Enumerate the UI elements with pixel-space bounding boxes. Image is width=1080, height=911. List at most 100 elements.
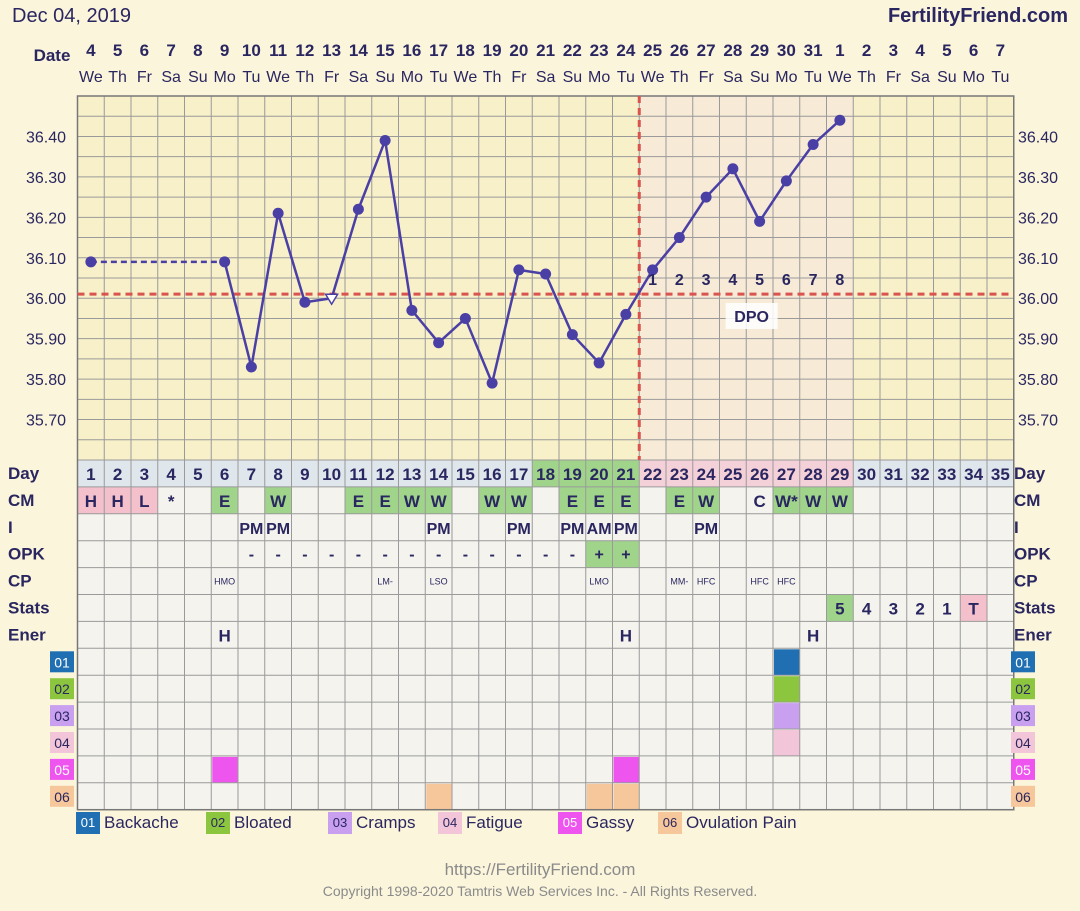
symptom-code-box-right <box>1011 732 1035 753</box>
chart-date: Dec 04, 2019 <box>12 5 131 27</box>
cervical-mucus-value: E <box>379 492 390 511</box>
day-cell-bg <box>211 460 238 487</box>
symptom-code-box-right <box>1011 758 1035 780</box>
temperature-point <box>566 329 578 341</box>
legend-code: 02 <box>206 812 230 834</box>
date-number: 5 <box>113 41 122 60</box>
weekday-label: Tu <box>804 69 822 86</box>
cycle-day-number: 24 <box>697 465 716 484</box>
temperature-point-open <box>324 293 339 306</box>
y-tick-label-right: 35.70 <box>1018 413 1058 430</box>
temperature-line <box>357 140 387 210</box>
temperature-point <box>754 215 766 227</box>
temperature-point <box>620 308 632 320</box>
temperature-line <box>812 119 841 146</box>
temperature-line <box>437 317 467 344</box>
legend-code: 05 <box>558 812 582 834</box>
dpo-number: 3 <box>702 272 711 289</box>
footer-url[interactable]: https://FertilityFriend.com <box>444 860 636 879</box>
cycle-day-number: 11 <box>349 465 367 484</box>
row-label-right: CM <box>1014 491 1040 510</box>
dpo-label-bg <box>725 303 778 329</box>
stats-value: 5 <box>835 600 844 619</box>
energy-value: H <box>620 626 632 645</box>
y-tick-label-left: 36.20 <box>26 210 66 227</box>
cycle-day-number: 5 <box>193 465 202 484</box>
opk-value: - <box>356 547 361 564</box>
temperature-point <box>459 312 471 324</box>
temperature-line <box>678 196 708 239</box>
symptom-code-box-left <box>50 785 74 807</box>
cm-cell-bg <box>398 486 426 514</box>
cycle-day-number: 6 <box>220 465 229 484</box>
cycle-day-number: 30 <box>857 465 876 484</box>
cervical-position-value: LM- <box>377 577 393 587</box>
stats-value: T <box>968 600 979 619</box>
symptom-code-left: 06 <box>54 789 70 805</box>
symptom-code-box-right <box>1011 651 1035 673</box>
row-label-date: Date <box>34 46 71 65</box>
legend-label: Gassy <box>586 813 635 832</box>
cm-cell-bg <box>746 486 773 514</box>
date-number: 14 <box>349 41 368 60</box>
table-grid <box>77 459 1015 811</box>
weekday-label: Sa <box>349 69 369 86</box>
cm-cell-bg <box>104 486 131 514</box>
stats-value: 4 <box>862 600 872 619</box>
temperature-line <box>598 313 627 364</box>
opk-value: + <box>621 547 630 564</box>
date-number: 16 <box>402 41 421 60</box>
weekday-label: Fr <box>511 69 527 86</box>
opk-value: - <box>249 547 254 564</box>
cycle-day-number: 4 <box>166 465 176 484</box>
symptom-cell-01 <box>774 649 800 676</box>
weekday-label: Th <box>670 69 689 86</box>
temperature-point <box>780 175 792 187</box>
temperature-line <box>544 273 574 336</box>
row-label-right: Stats <box>1014 599 1056 618</box>
date-number: 20 <box>509 41 528 60</box>
day-cell-bg <box>452 460 479 487</box>
legend-label: Bloated <box>234 813 292 832</box>
dpo-number: 7 <box>809 272 818 289</box>
cervical-mucus-value: H <box>111 492 123 511</box>
table-area <box>77 460 1014 810</box>
row-label-right: I <box>1014 518 1019 537</box>
symptom-code-box-left <box>50 705 74 727</box>
day-cell-bg <box>425 460 452 487</box>
site-name[interactable]: FertilityFriend.com <box>887 5 1068 27</box>
symptom-code-right: 01 <box>1015 654 1031 670</box>
symptom-cell-05 <box>212 756 238 783</box>
cm-cell-bg <box>799 486 827 514</box>
day-cell-bg <box>131 460 158 487</box>
temperature-point <box>272 207 284 219</box>
day-cell-bg <box>585 460 613 487</box>
cervical-position-value: HFC <box>750 577 769 587</box>
day-cell-bg <box>933 460 961 487</box>
temperature-point <box>834 114 846 126</box>
weekday-label: Sa <box>723 69 743 86</box>
date-number: 17 <box>429 41 448 60</box>
opk-value: - <box>329 547 334 564</box>
date-number: 31 <box>804 41 823 60</box>
weekday-label: Tu <box>617 69 635 86</box>
date-number: 7 <box>996 41 1005 60</box>
temperature-point <box>673 232 685 244</box>
legend-code: 03 <box>328 812 352 834</box>
opk-value: - <box>463 547 468 564</box>
opk-value: - <box>489 547 494 564</box>
day-cell-bg <box>773 460 800 487</box>
day-cell-bg <box>184 460 212 487</box>
temperature-point <box>352 203 364 215</box>
cm-cell-bg <box>371 486 399 514</box>
cervical-mucus-value: W* <box>775 492 798 511</box>
cervical-mucus-value: * <box>168 492 175 511</box>
fertility-chart: 35.70 35.70 35.80 35.80 35.90 35.90 36.00 36.00… <box>8 41 1058 811</box>
weekday-label: Fr <box>137 69 153 86</box>
y-tick-label-right: 36.40 <box>1018 129 1058 146</box>
cervical-mucus-value: E <box>593 492 604 511</box>
cycle-day-number: 22 <box>643 465 662 484</box>
date-number: 3 <box>889 41 898 60</box>
cycle-day-number: 15 <box>456 465 475 484</box>
weekday-label: Th <box>857 69 876 86</box>
